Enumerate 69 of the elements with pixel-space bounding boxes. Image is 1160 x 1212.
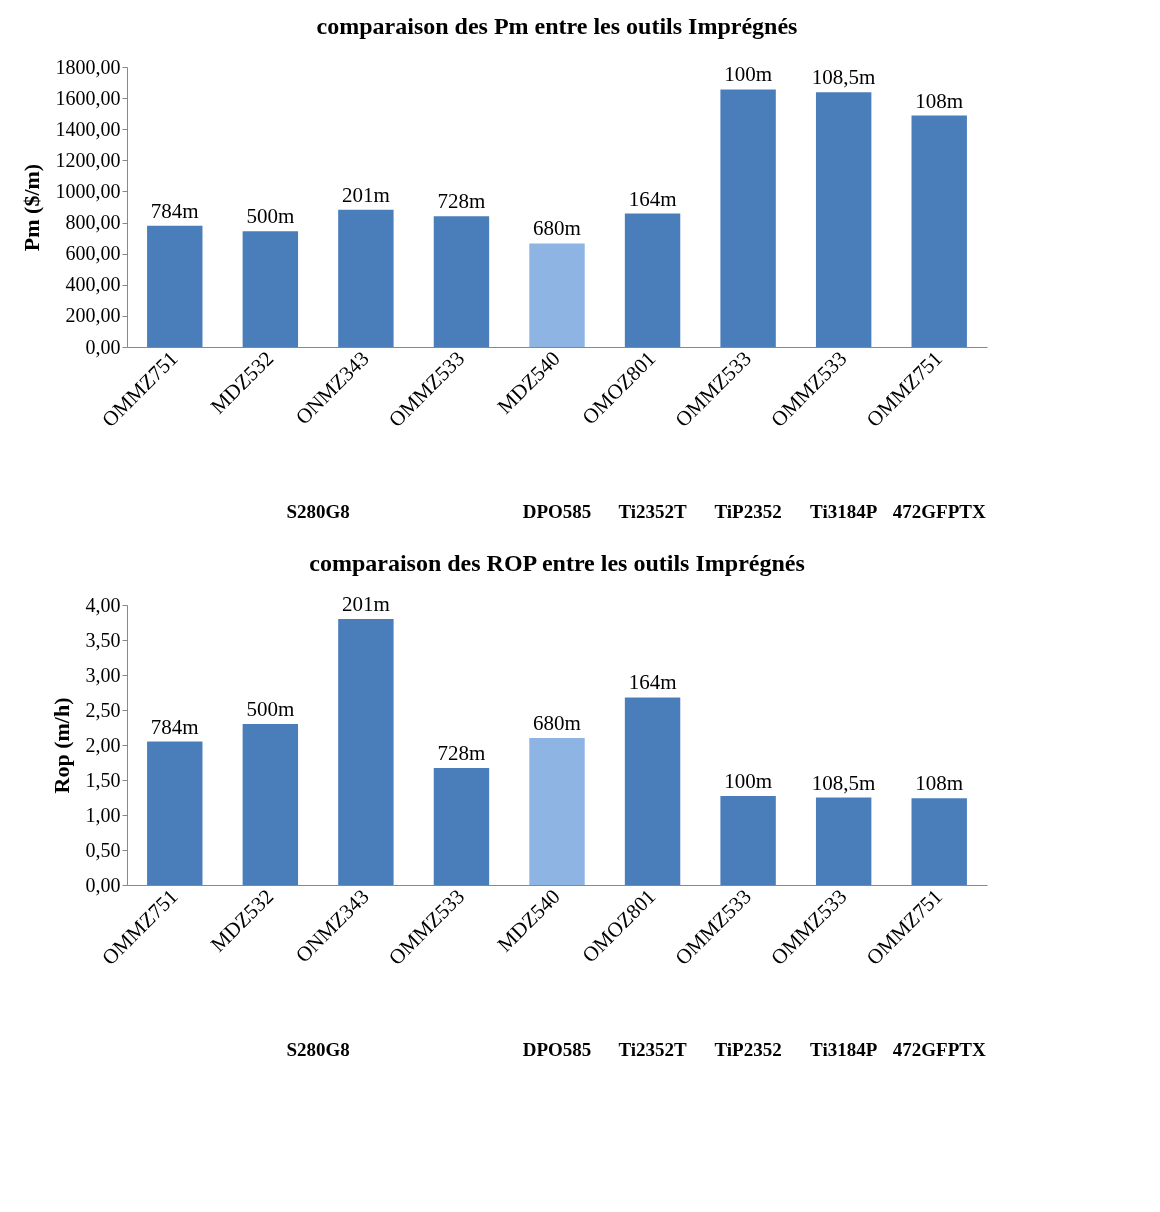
text: DPO585 bbox=[522, 1039, 592, 1060]
y-tick-label: 2,00 bbox=[85, 733, 121, 756]
bar bbox=[911, 115, 967, 347]
chart-title: comparaison des Pm entre les outils Imprégnés bbox=[316, 13, 798, 39]
text: S280G8 bbox=[286, 1039, 350, 1060]
annotation: 108m bbox=[915, 88, 964, 113]
text: DPO585 bbox=[522, 501, 592, 522]
annotation: 680m bbox=[533, 711, 581, 735]
y-tick-label: 2,50 bbox=[85, 698, 121, 721]
annotation: 100m bbox=[724, 62, 773, 87]
bar bbox=[242, 231, 299, 347]
annotation: 164m bbox=[628, 186, 677, 211]
annotation: 100m bbox=[724, 769, 773, 794]
bar bbox=[147, 225, 203, 347]
y-tick-label: 1,00 bbox=[85, 803, 121, 826]
bar bbox=[147, 741, 203, 885]
y-tick-label: 1,50 bbox=[85, 768, 121, 791]
text: TiP2352 bbox=[714, 1039, 782, 1060]
y-tick-label: 600,00 bbox=[65, 242, 121, 265]
text: 472GFPTX bbox=[892, 1039, 986, 1060]
text: Ti2352T bbox=[618, 501, 688, 522]
annotation: 164m bbox=[628, 670, 677, 695]
annotation: 500m bbox=[246, 204, 295, 229]
y-tick-label: 0,50 bbox=[85, 838, 121, 861]
annotation: 108,5m bbox=[811, 770, 876, 795]
bar bbox=[815, 797, 872, 885]
annotation: 784m bbox=[150, 714, 199, 739]
annotation: 728m bbox=[437, 741, 486, 766]
bar bbox=[242, 724, 299, 885]
y-tick-label: 3,00 bbox=[85, 663, 121, 686]
y-tick-label: 200,00 bbox=[65, 304, 121, 327]
y-tick-label: 1000,00 bbox=[55, 179, 121, 202]
y-axis-title: Pm ($/m) bbox=[18, 163, 44, 252]
bar bbox=[720, 796, 776, 885]
bar bbox=[624, 213, 681, 347]
y-tick-label: 400,00 bbox=[65, 273, 121, 296]
y-tick-label: 1800,00 bbox=[55, 55, 121, 78]
bar bbox=[433, 216, 490, 347]
annotation: 201m bbox=[341, 592, 390, 616]
bar bbox=[338, 209, 394, 347]
y-tick-label: 1600,00 bbox=[55, 86, 121, 109]
annotation: 728m bbox=[437, 189, 486, 214]
text: S280G8 bbox=[286, 501, 350, 522]
annotation: 108m bbox=[915, 771, 964, 796]
annotation: 108,5m bbox=[811, 65, 876, 90]
text: Ti3184P bbox=[810, 501, 878, 522]
bar bbox=[529, 738, 585, 885]
text: Ti2352T bbox=[618, 1039, 688, 1060]
y-tick-label: 4,00 bbox=[85, 593, 121, 616]
text: TiP2352 bbox=[714, 501, 782, 522]
y-tick-label: 800,00 bbox=[65, 211, 121, 234]
bar bbox=[529, 243, 585, 347]
bar bbox=[338, 619, 394, 885]
y-tick-label: 1400,00 bbox=[55, 117, 121, 140]
annotation: 784m bbox=[150, 198, 199, 223]
y-tick-label: 3,50 bbox=[85, 628, 121, 651]
bar bbox=[624, 697, 681, 885]
text: 472GFPTX bbox=[892, 501, 986, 522]
chart-title: comparaison des ROP entre les outils Imprégnés bbox=[309, 550, 805, 576]
bar bbox=[433, 768, 490, 885]
y-axis-title: Rop (m/h) bbox=[48, 697, 74, 794]
bar bbox=[911, 798, 967, 885]
y-tick-label: 1200,00 bbox=[55, 148, 121, 171]
text: Ti3184P bbox=[810, 1039, 878, 1060]
bar bbox=[815, 92, 872, 347]
annotation: 201m bbox=[341, 182, 390, 207]
bar bbox=[720, 89, 776, 347]
annotation: 680m bbox=[533, 216, 581, 241]
annotation: 500m bbox=[246, 697, 295, 721]
